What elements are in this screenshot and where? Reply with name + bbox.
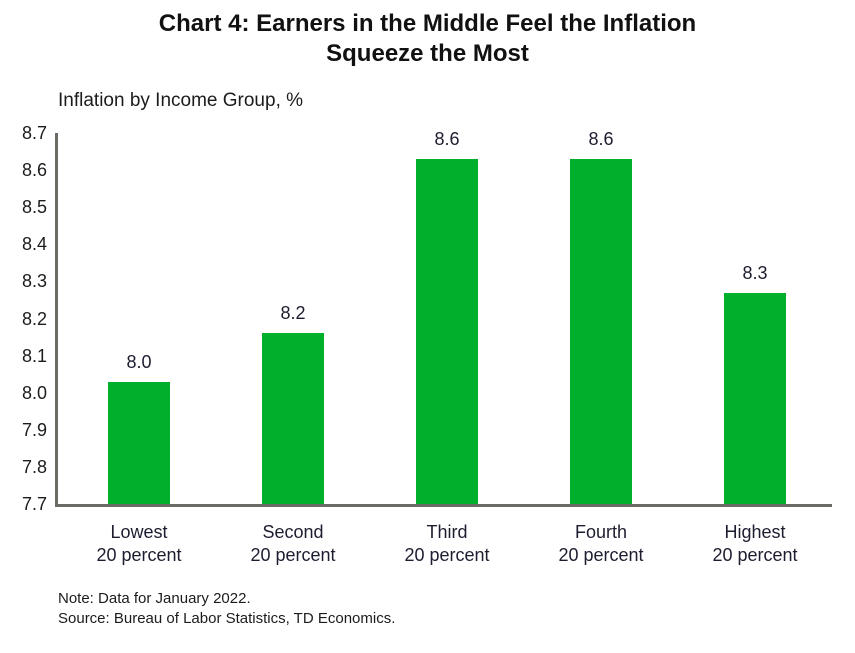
bar-value-label: 8.2 (280, 303, 306, 324)
bar (724, 292, 786, 504)
x-axis-category-label: Second 20 percent (218, 521, 368, 567)
x-axis-category-line1: Third (426, 522, 468, 542)
bar (570, 158, 632, 504)
y-tick-label: 7.9 (21, 419, 47, 440)
chart-title-line1: Chart 4: Earners in the Middle Feel the … (158, 10, 697, 37)
x-axis-category-label: Fourth 20 percent (526, 521, 676, 567)
y-tick-label: 8.1 (21, 345, 47, 366)
bar-value-label: 8.6 (434, 128, 460, 149)
y-tick-label: 8.6 (21, 160, 47, 181)
y-tick-label: 8.3 (21, 271, 47, 292)
x-axis-category-line2: 20 percent (250, 545, 336, 565)
x-axis-category-label: Third 20 percent (372, 521, 522, 567)
source-line: Source: Bureau of Labor Statistics, TD E… (58, 610, 396, 627)
bar-value-label: 8.3 (742, 262, 768, 283)
y-tick-label: 8.5 (21, 197, 47, 218)
chart-title-line2: Squeeze the Most (326, 40, 529, 67)
x-axis-category-line2: 20 percent (712, 545, 798, 565)
y-tick-label: 8.0 (21, 382, 47, 403)
bar-value-label: 8.6 (588, 128, 614, 149)
x-axis-category-label: Lowest 20 percent (64, 521, 214, 567)
x-axis-category-line1: Fourth (574, 522, 628, 542)
y-tick-label: 7.8 (21, 456, 47, 477)
chart-notes: Note: Data for January 2022. Source: Bur… (58, 589, 395, 629)
bar (416, 158, 478, 504)
bar (108, 381, 170, 504)
x-axis-category-line1: Second (262, 522, 324, 542)
bar-value-label: 8.0 (126, 351, 152, 372)
bar (262, 333, 324, 504)
y-tick-label: 8.4 (21, 234, 47, 255)
y-axis-line (55, 133, 58, 507)
x-axis-category-line2: 20 percent (558, 545, 644, 565)
chart-subtitle: Inflation by Income Group, % (58, 90, 304, 111)
x-axis-category-line2: 20 percent (96, 545, 182, 565)
x-axis-category-line2: 20 percent (404, 545, 490, 565)
note-line: Note: Data for January 2022. (58, 590, 251, 607)
y-tick-label: 7.7 (21, 494, 47, 514)
x-axis-category-line1: Highest (724, 522, 786, 542)
x-axis-category-line1: Lowest (110, 522, 168, 542)
chart-title: Chart 4: Earners in the Middle Feel the … (0, 9, 855, 69)
x-axis-category-label: Highest 20 percent (680, 521, 830, 567)
y-tick-label: 8.7 (21, 123, 47, 143)
x-axis-line (55, 504, 832, 507)
y-tick-label: 8.2 (21, 308, 47, 329)
